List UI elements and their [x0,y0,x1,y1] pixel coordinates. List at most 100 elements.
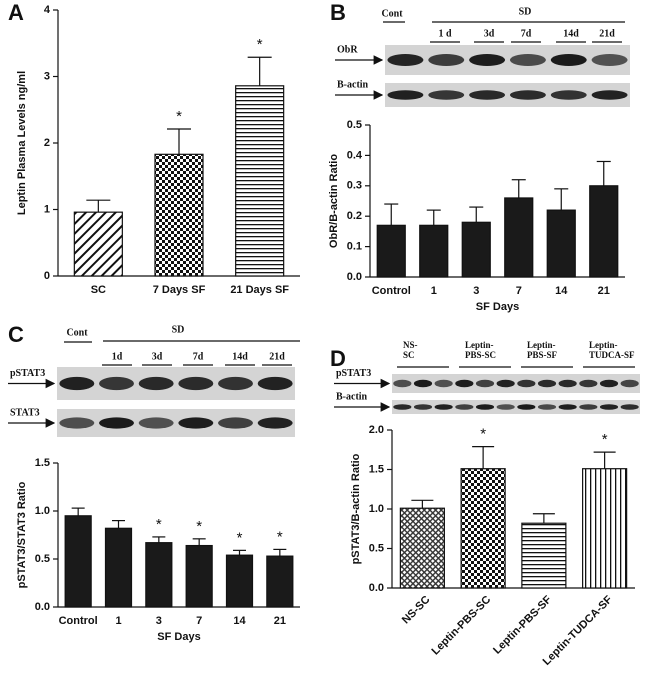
blot-band [537,379,557,388]
x-axis-label: SF Days [476,301,519,313]
blot-row-label: ObR [337,44,358,55]
significance-marker: * [156,516,162,533]
y-tick-label: 0.5 [369,542,384,554]
bar [225,554,254,608]
blot-band [496,404,515,410]
blot-band [138,376,174,391]
x-tick-label: 3 [156,615,162,627]
blot-row-label: STAT3 [10,407,40,418]
y-tick-label: 1.0 [369,503,384,515]
blot-band [558,404,577,410]
bar [419,224,449,278]
bar [589,185,619,278]
y-axis-label: ObR/B-actin Ratio [328,154,340,248]
blot-lane-label: 1 d [438,28,452,39]
blot-band [599,379,619,388]
blot-band [178,417,214,429]
blot-band [59,417,95,429]
blot-band [550,54,587,66]
bar [376,224,406,278]
blot-lane-label: 1d [112,351,123,362]
blot-band [99,417,134,429]
x-tick-label: 7 [196,615,202,627]
blot-lane-label: 3d [484,28,495,39]
blot-lane-label: 7d [521,28,532,39]
blot-band [475,404,495,410]
x-tick-label: 1 [115,615,121,627]
blot-group-label: SC [403,350,415,360]
blot-group-label: PBS-SF [527,350,558,360]
x-tick-label: 21 [274,615,286,627]
blot-band [387,90,424,100]
x-tick-label: 1 [431,285,437,297]
y-axis-label: pSTAT3/B-actin Ratio [350,453,362,564]
y-tick-label: 1.5 [369,463,384,475]
blot-band [59,376,95,391]
x-tick-label: 7 Days SF [153,284,206,296]
blot-group-label: SD [519,6,532,17]
blot-band [413,379,433,388]
blot-band [620,404,639,410]
blot-strip [385,83,630,107]
blot-band [509,90,546,100]
significance-marker: * [602,431,608,448]
bar [73,211,123,277]
blot-band [591,90,628,100]
blot-band [434,404,453,410]
y-tick-label: 2 [44,137,50,149]
x-tick-label: 7 [516,285,522,297]
bar [461,221,491,278]
significance-marker: * [480,426,486,443]
panel-label: D [330,346,346,371]
x-tick-label: Leptin-PBS-SC [429,594,493,658]
blot-band [257,376,293,391]
bar [546,209,576,278]
blot-lane-label: 21d [599,28,615,39]
blot-lane-label: 14d [563,28,579,39]
x-tick-label: 21 Days SF [230,284,289,296]
bar [504,197,534,278]
y-tick-label: 0.0 [347,271,362,283]
x-tick-label: SC [91,284,106,296]
blot-band [558,379,577,388]
blot-band [218,417,253,429]
blot-band [537,404,557,410]
blot-row-label: pSTAT3 [336,368,371,379]
blot-group-label: Leptin- [589,340,618,350]
y-tick-label: 0.3 [347,180,362,192]
blot-band [550,90,587,100]
blot-band [579,379,598,388]
blot-band [496,379,515,388]
blot-group-label: Leptin- [527,340,556,350]
bar [460,468,506,589]
significance-marker: * [277,528,283,545]
blot-row-label: B-actin [337,79,369,90]
blot-lane-label: 21d [269,351,285,362]
blot-band [599,404,619,410]
blot-group-label: TUDCA-SF [589,350,635,360]
blot-band [455,404,474,410]
x-tick-label: Leptin-TUDCA-SF [541,593,615,667]
blot-group-label: Cont [66,327,88,338]
significance-marker: * [257,36,263,53]
blot-band [517,404,536,410]
blot-band [387,54,424,66]
blot-group-label: SD [172,324,185,335]
blot-band [591,54,628,66]
blot-band [413,404,433,410]
significance-marker: * [237,529,243,546]
blot-band [469,90,506,100]
bar [185,544,213,608]
blot-band [138,417,174,429]
x-tick-label: Leptin-PBS-SF [491,593,554,656]
y-tick-label: 1.0 [35,505,50,517]
y-axis-label: Leptin Plasma Levels ng/ml [16,71,28,215]
blot-band [428,90,465,100]
blot-group-label: NS- [403,340,418,350]
y-axis-label: pSTAT3/STAT3 Ratio [16,481,28,588]
y-tick-label: 0.0 [369,582,384,594]
x-tick-label: NS-SC [400,594,433,627]
y-tick-label: 0.5 [35,553,50,565]
blot-band [218,376,253,391]
